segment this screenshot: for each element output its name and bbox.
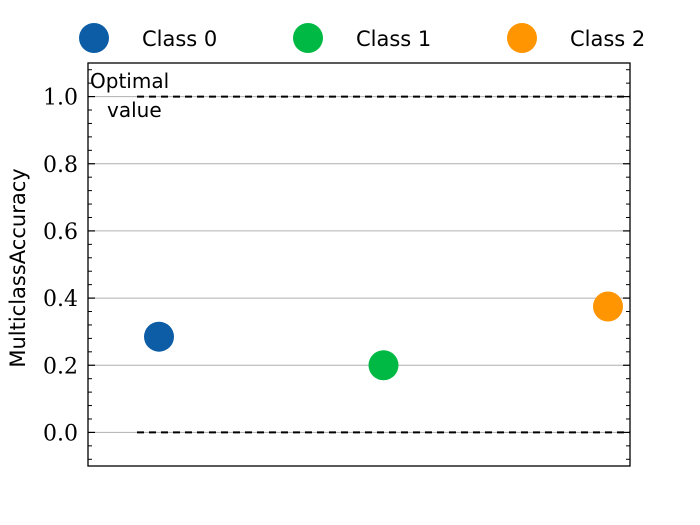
reference-lines bbox=[137, 95, 630, 434]
data-point-class-0 bbox=[144, 321, 174, 352]
y-tick-label: 0.6 bbox=[43, 220, 78, 245]
y-axis-tick-labels: 0.0 0.2 0.4 0.6 0.8 1.0 bbox=[43, 86, 78, 447]
plot-frame bbox=[87, 62, 631, 467]
y-tick-label: 0.0 bbox=[43, 421, 78, 446]
y-axis-label: MulticlassAccuracy bbox=[6, 168, 30, 367]
legend-label-class-2: Class 2 bbox=[570, 27, 645, 51]
legend-label-class-1: Class 1 bbox=[356, 27, 431, 51]
legend: Class 0 Class 1 Class 2 bbox=[79, 23, 645, 53]
data-point-class-1 bbox=[368, 350, 399, 381]
annotation-value: value bbox=[107, 98, 162, 122]
legend-label-class-0: Class 0 bbox=[142, 27, 217, 51]
data-point-class-2 bbox=[593, 291, 623, 322]
grid bbox=[88, 96, 630, 433]
legend-marker-class-1 bbox=[293, 23, 323, 53]
y-tick-label: 0.8 bbox=[43, 153, 78, 178]
y-tick-label: 1.0 bbox=[43, 86, 78, 111]
y-tick-label: 0.4 bbox=[43, 287, 78, 312]
legend-marker-class-2 bbox=[507, 23, 537, 53]
y-tick-label: 0.2 bbox=[43, 354, 78, 379]
data-points bbox=[144, 291, 623, 381]
y-axis-ticks bbox=[88, 69, 630, 460]
legend-marker-class-0 bbox=[79, 23, 109, 53]
annotation-optimal: Optimal bbox=[90, 69, 169, 93]
